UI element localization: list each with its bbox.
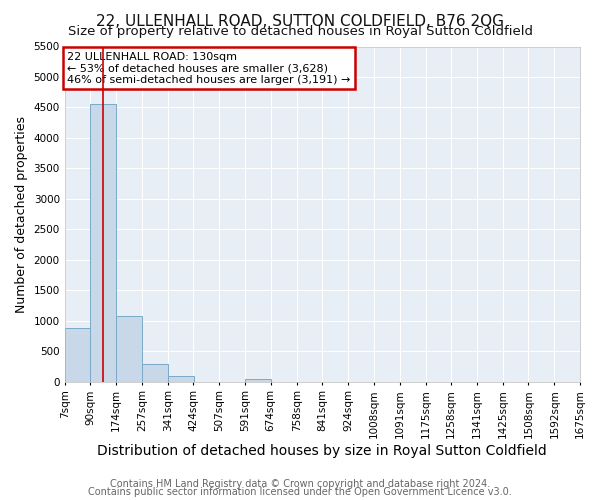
Bar [168,376,193,382]
Text: Size of property relative to detached houses in Royal Sutton Coldfield: Size of property relative to detached ho… [67,25,533,38]
Bar [116,316,142,382]
Bar [245,378,271,382]
Text: Contains public sector information licensed under the Open Government Licence v3: Contains public sector information licen… [88,487,512,497]
Text: 22 ULLENHALL ROAD: 130sqm
← 53% of detached houses are smaller (3,628)
46% of se: 22 ULLENHALL ROAD: 130sqm ← 53% of detac… [67,52,350,84]
Bar [142,364,168,382]
Y-axis label: Number of detached properties: Number of detached properties [15,116,28,312]
X-axis label: Distribution of detached houses by size in Royal Sutton Coldfield: Distribution of detached houses by size … [97,444,547,458]
Bar [65,328,91,382]
Text: Contains HM Land Registry data © Crown copyright and database right 2024.: Contains HM Land Registry data © Crown c… [110,479,490,489]
Bar [91,104,116,382]
Text: 22, ULLENHALL ROAD, SUTTON COLDFIELD, B76 2QG: 22, ULLENHALL ROAD, SUTTON COLDFIELD, B7… [96,14,504,29]
